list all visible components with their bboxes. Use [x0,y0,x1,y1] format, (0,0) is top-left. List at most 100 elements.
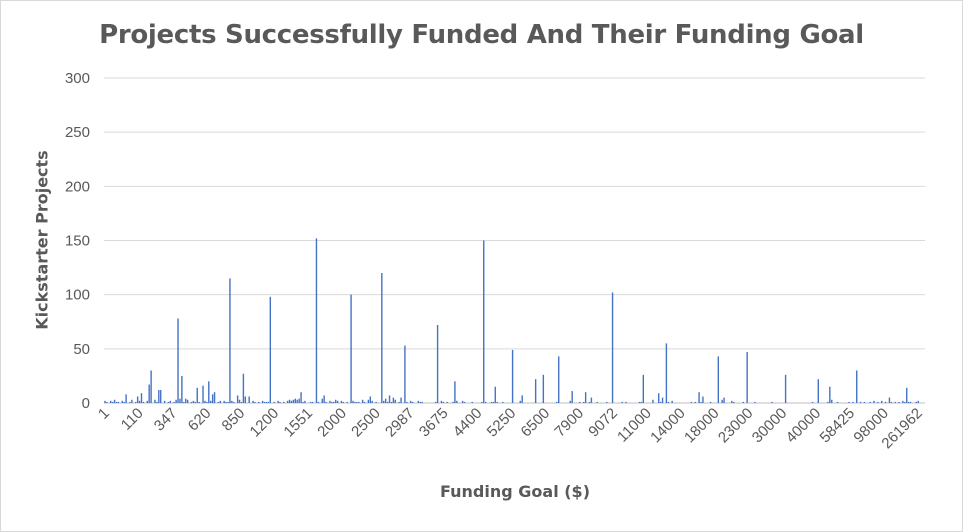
x-tick-label: 5250 [484,405,520,441]
bar [300,392,302,403]
y-tick-label: 300 [65,70,90,87]
bar [859,401,862,403]
bar [292,399,295,403]
bar [375,401,377,403]
bar [461,400,464,403]
bar [286,400,289,403]
bar [123,401,125,403]
bar [907,401,910,403]
bar [596,401,598,403]
bar [358,401,360,403]
bar [198,401,200,403]
bar [606,401,608,403]
bar [194,401,197,403]
x-tick-label: 40000 [783,405,825,447]
bar [898,401,900,403]
bar [419,401,421,403]
bar [233,401,235,403]
bar [208,381,210,403]
bar [571,391,573,403]
bar [417,400,420,403]
x-axis-label: Funding Goal ($) [440,482,590,501]
bar [227,401,229,403]
x-tick-label: 23000 [715,405,757,447]
y-tick-label: 200 [65,178,90,195]
bar [231,400,233,403]
bar [732,401,735,403]
bar [146,400,148,403]
bar [381,273,383,403]
bar [323,395,325,403]
bar [329,400,331,403]
bar [331,401,333,403]
bar [350,294,352,403]
x-tick-label: 1200 [247,405,283,441]
bar [386,401,389,403]
bar [384,398,387,403]
bar [106,401,108,403]
bar [160,390,162,403]
bar [104,400,106,403]
bar [694,401,696,403]
bar [579,401,581,403]
bar [290,400,293,403]
bar [406,401,408,403]
bar [434,401,437,403]
bar [863,401,866,403]
bar [213,392,216,403]
bar [186,399,189,403]
bar [404,345,406,403]
bar [496,401,498,403]
bar [175,399,177,403]
bar [288,399,291,403]
bar [192,400,195,403]
x-tick-label: 850 [219,405,249,435]
bar [252,400,254,403]
bar [888,397,891,403]
bar [261,400,264,403]
bar [238,399,241,403]
bar [356,401,358,403]
bar [915,401,918,403]
bar [652,399,654,403]
bar [383,400,385,403]
bar [240,401,243,403]
bar [229,278,231,403]
bar [494,386,496,403]
bar [890,401,893,403]
bar [367,399,370,403]
bar [352,400,354,403]
bar [236,395,239,403]
bar [394,399,396,403]
bar [317,401,320,403]
bar [340,400,343,403]
bar [336,400,339,403]
x-tick-label: 2987 [382,405,418,441]
bar [519,400,521,403]
bar [279,401,281,403]
bar [521,395,523,403]
x-tick-label: 2500 [348,405,384,441]
bar [150,370,152,403]
bar [463,401,466,403]
bar [411,401,414,403]
bar [836,401,839,403]
bar [225,401,227,403]
bar [658,393,660,403]
bar [717,356,720,403]
bar [273,401,275,403]
x-tick-label: 2000 [314,405,350,441]
bar [204,400,206,403]
bar [817,379,819,403]
bar [690,401,693,403]
bar [409,400,412,403]
bar [400,397,402,403]
bar [904,401,906,403]
bar [436,325,439,403]
bar [640,401,643,403]
bar [333,401,335,403]
bar [621,401,623,403]
bar [481,401,483,403]
